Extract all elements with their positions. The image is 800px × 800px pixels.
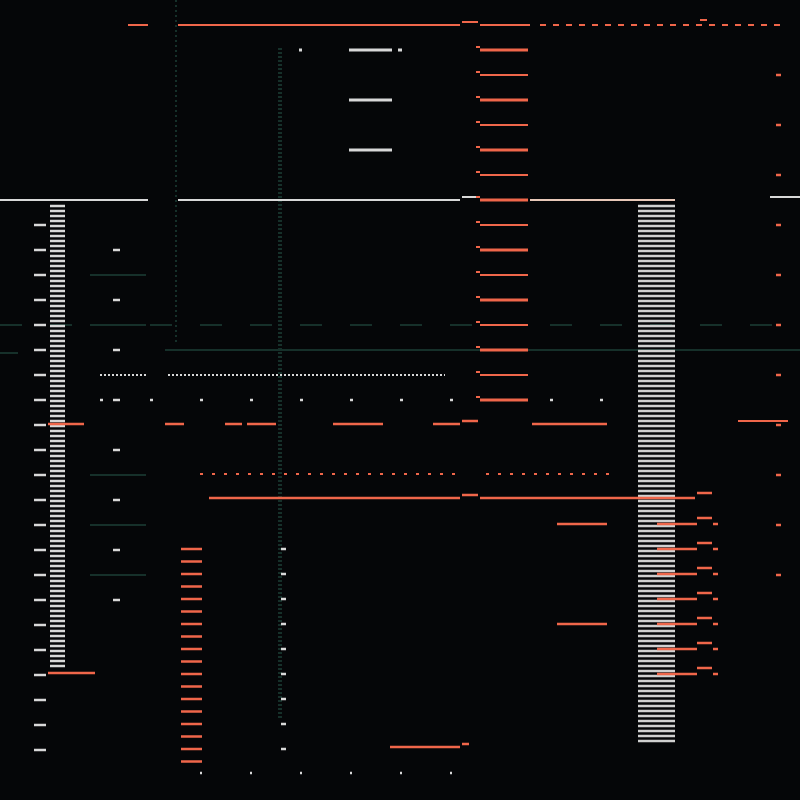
page: (() => { const svg = document.getElement… [0, 0, 800, 775]
canvas [0, 0, 800, 775]
